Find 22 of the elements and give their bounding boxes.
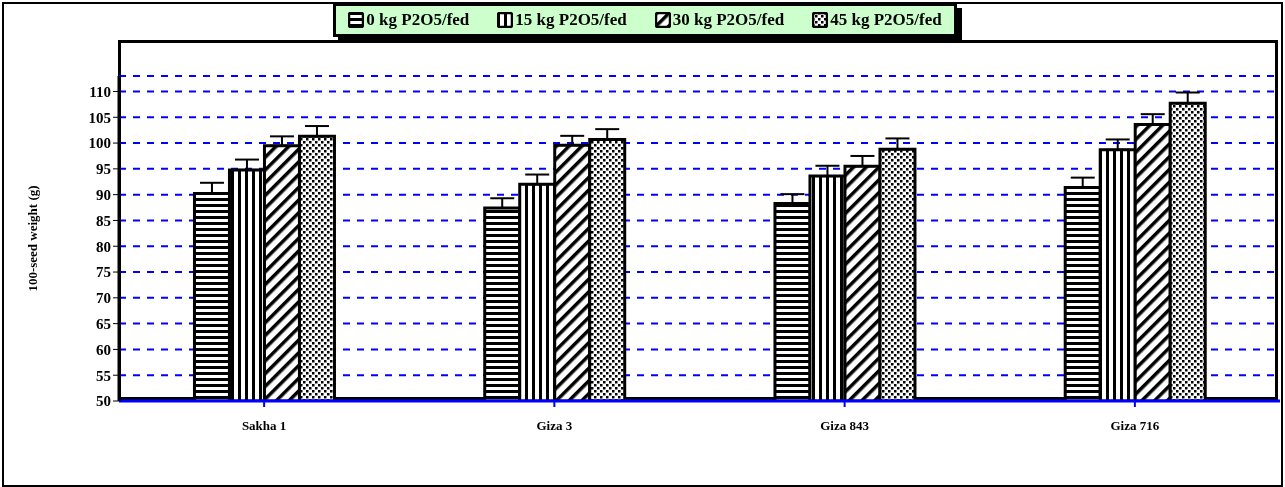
y-tick-label: 65 [96, 315, 111, 332]
x-tick-label: Giza 3 [536, 418, 573, 434]
y-tick-label: 60 [96, 341, 111, 358]
y-tick-label: 50 [96, 393, 111, 410]
y-tick-label: 80 [96, 238, 111, 255]
y-tick-label: 75 [96, 264, 111, 281]
legend-label: 15 kg P2O5/fed [515, 10, 627, 30]
x-tick-label: Giza 843 [820, 418, 870, 434]
x-tick-label: Giza 716 [1110, 418, 1160, 434]
x-tick-label: Sakha 1 [241, 418, 287, 434]
y-tick-label: 95 [96, 161, 111, 178]
legend-label: 0 kg P2O5/fed [366, 10, 470, 30]
y-tick-label: 85 [96, 212, 111, 229]
legend-label: 45 kg P2O5/fed [830, 10, 942, 30]
y-tick-label: 55 [96, 367, 111, 384]
y-tick-label: 90 [96, 186, 111, 203]
y-tick-label: 70 [96, 290, 111, 307]
y-tick-label: 110 [89, 83, 111, 100]
legend-label: 30 kg P2O5/fed [672, 10, 785, 30]
y-axis-title: 100-seed weight (g) [24, 185, 40, 292]
y-tick-label: 105 [88, 109, 111, 126]
y-tick-label: 100 [88, 135, 111, 152]
